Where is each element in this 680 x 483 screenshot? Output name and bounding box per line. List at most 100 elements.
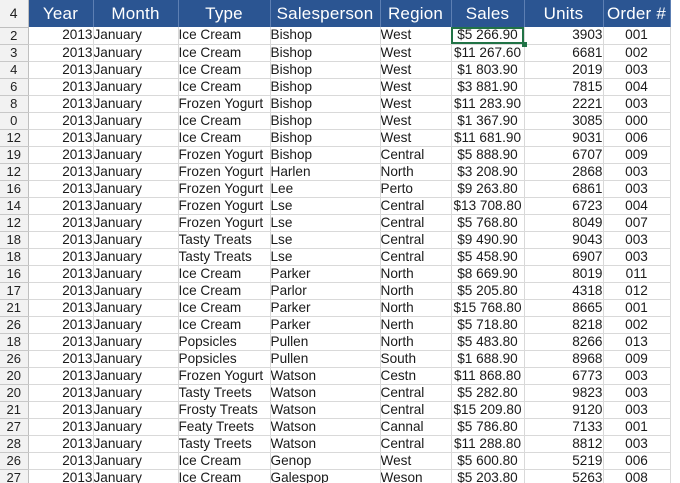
- cell-type[interactable]: Frosty Treats: [178, 401, 271, 419]
- cell-year[interactable]: 2013: [28, 163, 94, 181]
- cell-month[interactable]: January: [93, 452, 179, 470]
- cell-month[interactable]: January: [93, 282, 179, 300]
- cell-year[interactable]: 2013: [28, 333, 94, 351]
- cell-sales[interactable]: $5 203.80: [451, 469, 525, 483]
- row-number[interactable]: 21: [0, 401, 29, 419]
- cell-type[interactable]: Tasty Treets: [178, 435, 271, 453]
- cell-region[interactable]: Central: [380, 401, 452, 419]
- cell-year[interactable]: 2013: [28, 384, 94, 402]
- cell-type[interactable]: Ice Cream: [178, 78, 271, 96]
- cell-month[interactable]: January: [93, 146, 179, 164]
- row-number[interactable]: 20: [0, 367, 29, 385]
- cell-sales[interactable]: $9 263.80: [451, 180, 525, 198]
- cell-month[interactable]: January: [93, 44, 179, 62]
- row-number[interactable]: 6: [0, 78, 29, 96]
- cell-region[interactable]: West: [380, 78, 452, 96]
- cell-units[interactable]: 7133: [524, 418, 604, 436]
- cell-region[interactable]: Nerth: [380, 316, 452, 334]
- cell-salesperson[interactable]: Pullen: [270, 350, 381, 368]
- cell-salesperson[interactable]: Harlen: [270, 163, 381, 181]
- cell-sales[interactable]: $5 458.90: [451, 248, 525, 266]
- row-number[interactable]: 2: [0, 27, 29, 45]
- cell-order[interactable]: 008: [603, 469, 671, 483]
- cell-month[interactable]: January: [93, 401, 179, 419]
- cell-region[interactable]: West: [380, 61, 452, 79]
- cell-order[interactable]: 003: [603, 95, 671, 113]
- cell-salesperson[interactable]: Watson: [270, 401, 381, 419]
- row-number[interactable]: 20: [0, 384, 29, 402]
- cell-year[interactable]: 2013: [28, 214, 94, 232]
- row-number[interactable]: 0: [0, 112, 29, 130]
- cell-sales[interactable]: $11 283.90: [451, 95, 525, 113]
- cell-order[interactable]: 002: [603, 316, 671, 334]
- cell-region[interactable]: North: [380, 163, 452, 181]
- cell-month[interactable]: January: [93, 418, 179, 436]
- row-number[interactable]: 18: [0, 248, 29, 266]
- cell-units[interactable]: 2221: [524, 95, 604, 113]
- cell-year[interactable]: 2013: [28, 129, 94, 147]
- column-header-salesperson[interactable]: Salesperson: [270, 0, 381, 27]
- row-number[interactable]: 12: [0, 129, 29, 147]
- cell-units[interactable]: 6773: [524, 367, 604, 385]
- cell-region[interactable]: Central: [380, 146, 452, 164]
- cell-order[interactable]: 000: [603, 112, 671, 130]
- row-number[interactable]: 3: [0, 44, 29, 62]
- cell-region[interactable]: West: [380, 44, 452, 62]
- row-number[interactable]: 19: [0, 146, 29, 164]
- row-number[interactable]: 14: [0, 197, 29, 215]
- cell-order[interactable]: 007: [603, 214, 671, 232]
- cell-sales[interactable]: $15 209.80: [451, 401, 525, 419]
- cell-order[interactable]: 004: [603, 197, 671, 215]
- cell-units[interactable]: 6707: [524, 146, 604, 164]
- cell-order[interactable]: 003: [603, 231, 671, 249]
- cell-order[interactable]: 012: [603, 282, 671, 300]
- cell-order[interactable]: 013: [603, 333, 671, 351]
- cell-sales[interactable]: $11 288.80: [451, 435, 525, 453]
- cell-units[interactable]: 4318: [524, 282, 604, 300]
- cell-salesperson[interactable]: Watson: [270, 435, 381, 453]
- cell-year[interactable]: 2013: [28, 146, 94, 164]
- cell-units[interactable]: 8812: [524, 435, 604, 453]
- column-header-sales[interactable]: Sales: [451, 0, 525, 27]
- cell-type[interactable]: Ice Cream: [178, 282, 271, 300]
- cell-sales[interactable]: $1 803.90: [451, 61, 525, 79]
- cell-sales[interactable]: $5 205.80: [451, 282, 525, 300]
- cell-salesperson[interactable]: Parker: [270, 299, 381, 317]
- cell-salesperson[interactable]: Galespop: [270, 469, 381, 483]
- row-number[interactable]: 4: [0, 61, 29, 79]
- row-number[interactable]: 26: [0, 452, 29, 470]
- cell-year[interactable]: 2013: [28, 435, 94, 453]
- cell-year[interactable]: 2013: [28, 265, 94, 283]
- row-number[interactable]: 26: [0, 316, 29, 334]
- cell-units[interactable]: 7815: [524, 78, 604, 96]
- cell-salesperson[interactable]: Lee: [270, 180, 381, 198]
- fill-handle[interactable]: [522, 42, 527, 47]
- cell-region[interactable]: Weson: [380, 469, 452, 483]
- cell-year[interactable]: 2013: [28, 61, 94, 79]
- cell-order[interactable]: 003: [603, 367, 671, 385]
- cell-type[interactable]: Ice Cream: [178, 44, 271, 62]
- cell-units[interactable]: 9043: [524, 231, 604, 249]
- cell-type[interactable]: Ice Cream: [178, 265, 271, 283]
- cell-type[interactable]: Ice Cream: [178, 129, 271, 147]
- cell-type[interactable]: Frozen Yogurt: [178, 146, 271, 164]
- cell-region[interactable]: Central: [380, 384, 452, 402]
- cell-order[interactable]: 003: [603, 180, 671, 198]
- cell-type[interactable]: Ice Cream: [178, 112, 271, 130]
- cell-order[interactable]: 009: [603, 350, 671, 368]
- cell-units[interactable]: 2019: [524, 61, 604, 79]
- row-number[interactable]: 18: [0, 333, 29, 351]
- cell-order[interactable]: 003: [603, 163, 671, 181]
- cell-region[interactable]: North: [380, 299, 452, 317]
- cell-year[interactable]: 2013: [28, 299, 94, 317]
- cell-order[interactable]: 006: [603, 452, 671, 470]
- cell-order[interactable]: 001: [603, 418, 671, 436]
- cell-sales[interactable]: $11 868.80: [451, 367, 525, 385]
- cell-order[interactable]: 003: [603, 435, 671, 453]
- cell-units[interactable]: 8218: [524, 316, 604, 334]
- cell-year[interactable]: 2013: [28, 401, 94, 419]
- cell-type[interactable]: Ice Cream: [178, 27, 271, 45]
- cell-sales[interactable]: $1 688.90: [451, 350, 525, 368]
- cell-sales[interactable]: $5 768.80: [451, 214, 525, 232]
- cell-order[interactable]: 006: [603, 129, 671, 147]
